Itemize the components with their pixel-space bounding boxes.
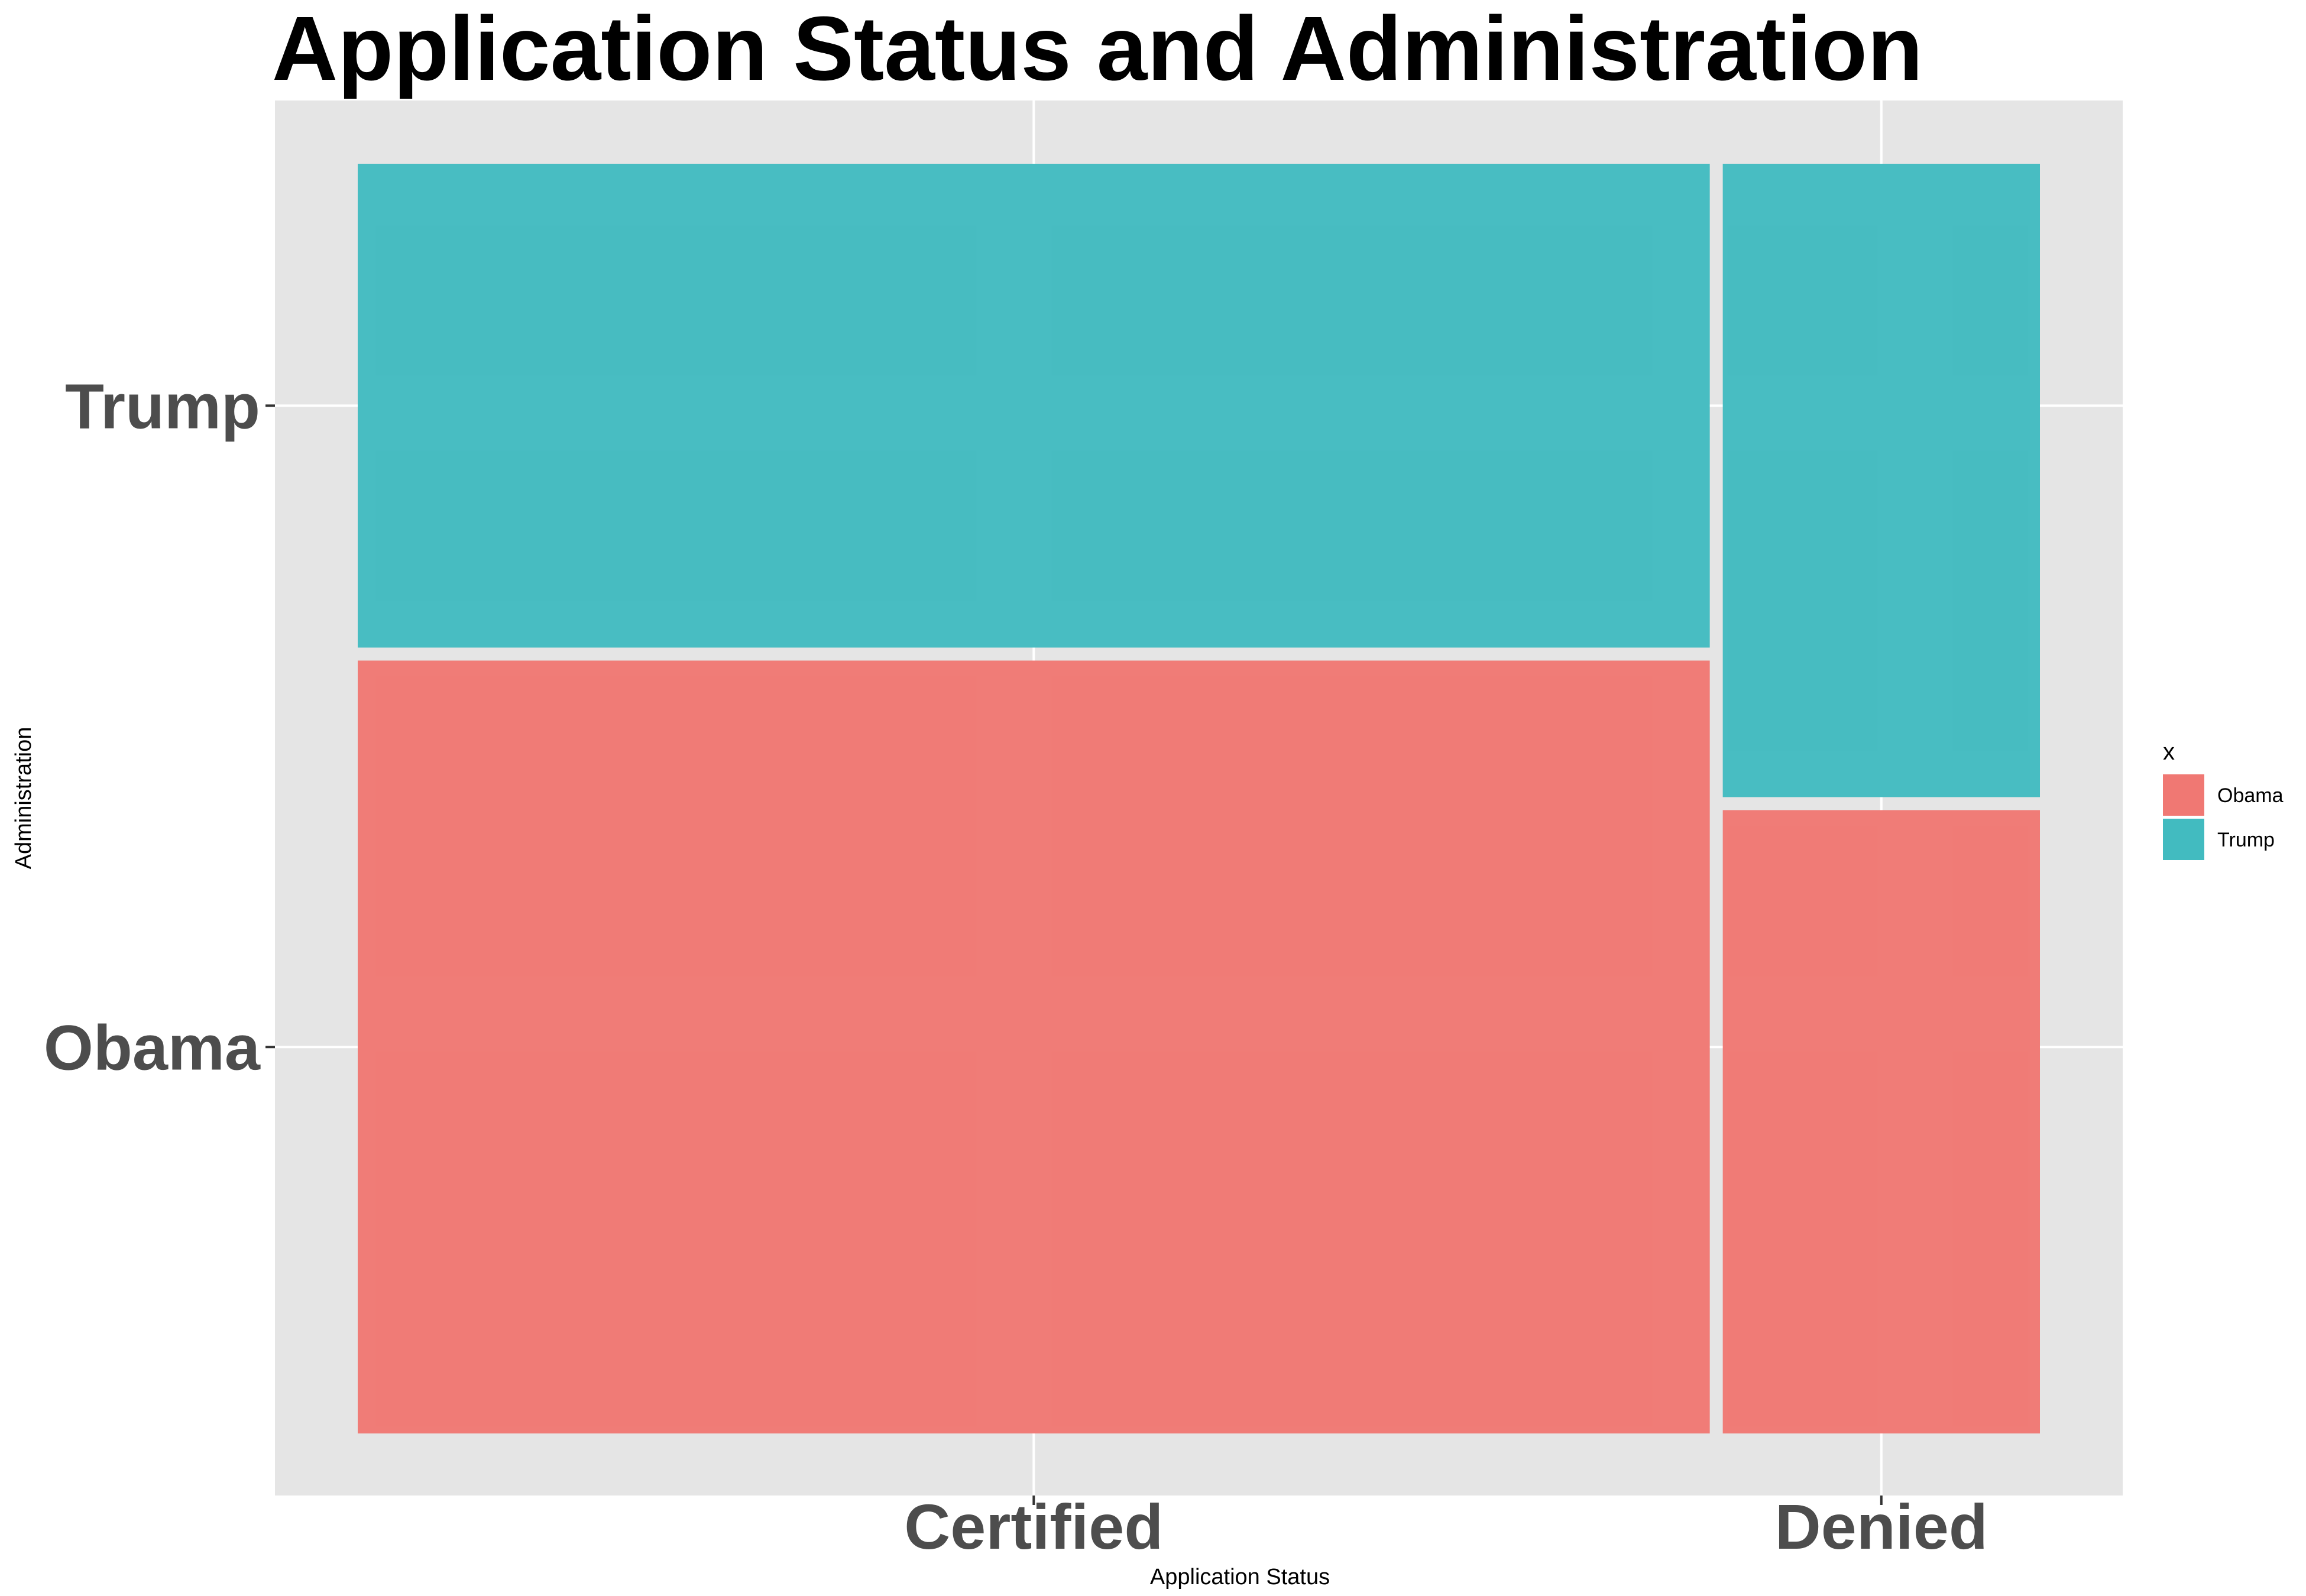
y-tick-label-obama: Obama — [44, 1011, 261, 1083]
tile-certified-obama — [358, 660, 1710, 1433]
chart-title: Application Status and Administration — [272, 0, 1923, 99]
legend: x Obama Trump — [2163, 739, 2284, 860]
legend-title: x — [2163, 739, 2175, 765]
legend-key-trump — [2163, 819, 2204, 860]
y-tick-label-trump: Trump — [65, 370, 260, 442]
x-axis-title: Application Status — [1150, 1565, 1330, 1589]
mosaic-tiles — [358, 164, 2040, 1433]
legend-label-obama: Obama — [2217, 784, 2284, 807]
y-axis-title: Administration — [11, 727, 36, 870]
legend-label-trump: Trump — [2217, 829, 2275, 851]
x-tick-label-certified: Certified — [904, 1491, 1163, 1562]
legend-key-obama — [2163, 774, 2204, 816]
tile-certified-trump — [358, 164, 1710, 648]
x-tick-label-denied: Denied — [1775, 1491, 1988, 1562]
tile-denied-obama — [1722, 810, 2040, 1433]
axes: Certified Denied Obama Trump — [44, 370, 1988, 1562]
tile-denied-trump — [1722, 164, 2040, 797]
